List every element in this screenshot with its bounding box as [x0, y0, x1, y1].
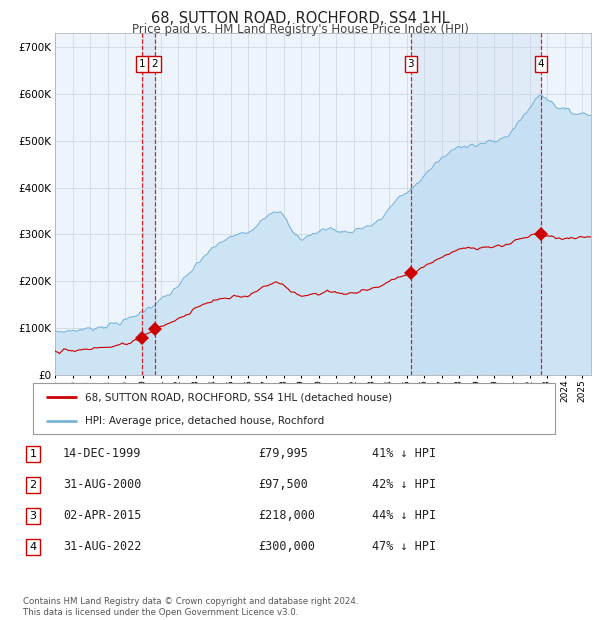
Text: 68, SUTTON ROAD, ROCHFORD, SS4 1HL (detached house): 68, SUTTON ROAD, ROCHFORD, SS4 1HL (deta… — [85, 392, 392, 402]
Text: £79,995: £79,995 — [258, 448, 308, 460]
Text: 4: 4 — [29, 542, 37, 552]
Text: 3: 3 — [407, 59, 414, 69]
Text: 2: 2 — [151, 59, 158, 69]
Bar — [411, 33, 541, 375]
Text: HPI: Average price, detached house, Rochford: HPI: Average price, detached house, Roch… — [85, 416, 325, 427]
Text: £218,000: £218,000 — [258, 510, 315, 522]
Text: £300,000: £300,000 — [258, 541, 315, 553]
FancyBboxPatch shape — [33, 383, 555, 434]
Text: 47% ↓ HPI: 47% ↓ HPI — [372, 541, 436, 553]
Text: 42% ↓ HPI: 42% ↓ HPI — [372, 479, 436, 491]
Text: 4: 4 — [538, 59, 544, 69]
Text: 1: 1 — [29, 449, 37, 459]
Text: 68, SUTTON ROAD, ROCHFORD, SS4 1HL: 68, SUTTON ROAD, ROCHFORD, SS4 1HL — [151, 11, 449, 25]
Text: 14-DEC-1999: 14-DEC-1999 — [63, 448, 142, 460]
Text: 44% ↓ HPI: 44% ↓ HPI — [372, 510, 436, 522]
Text: Contains HM Land Registry data © Crown copyright and database right 2024.
This d: Contains HM Land Registry data © Crown c… — [23, 598, 358, 617]
Text: 1: 1 — [139, 59, 146, 69]
Text: 31-AUG-2000: 31-AUG-2000 — [63, 479, 142, 491]
Text: Price paid vs. HM Land Registry's House Price Index (HPI): Price paid vs. HM Land Registry's House … — [131, 23, 469, 36]
Text: 2: 2 — [29, 480, 37, 490]
Text: 3: 3 — [29, 511, 37, 521]
Text: 31-AUG-2022: 31-AUG-2022 — [63, 541, 142, 553]
Text: 02-APR-2015: 02-APR-2015 — [63, 510, 142, 522]
Text: £97,500: £97,500 — [258, 479, 308, 491]
Bar — [142, 33, 155, 375]
Text: 41% ↓ HPI: 41% ↓ HPI — [372, 448, 436, 460]
